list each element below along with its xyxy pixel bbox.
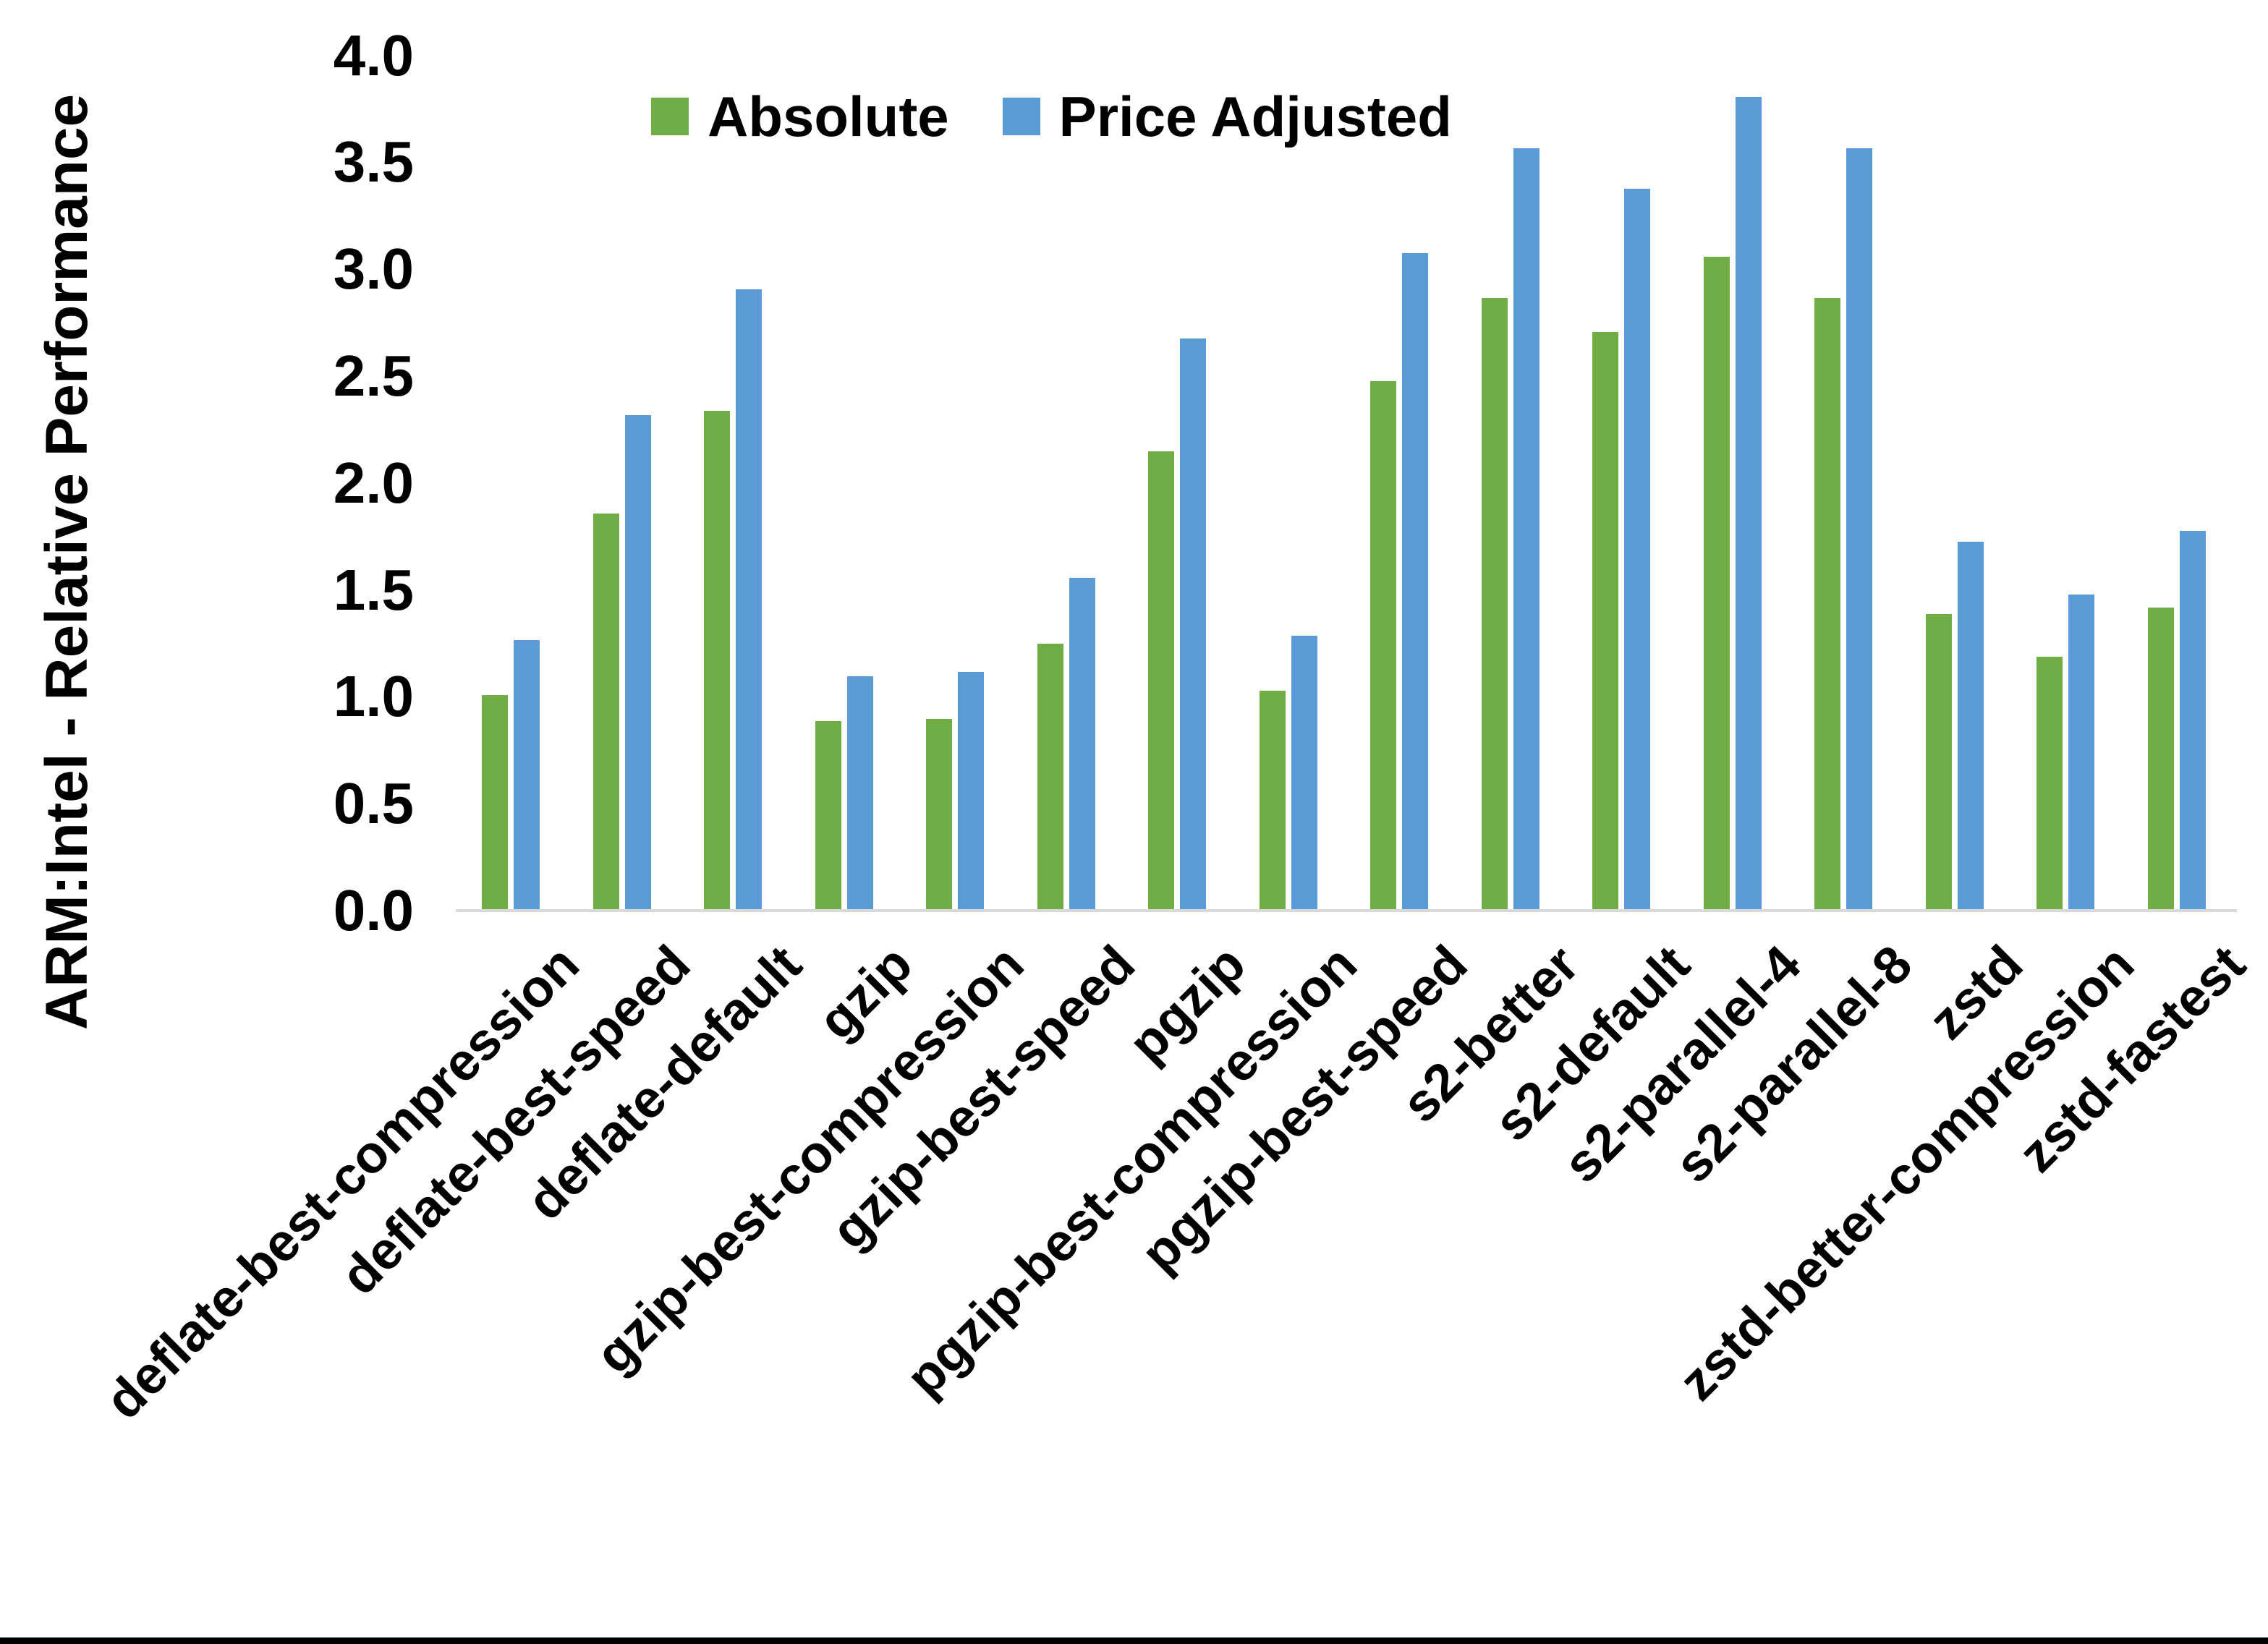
bar-absolute-zstd-fastest — [2148, 608, 2174, 909]
y-tick-label: 1.0 — [333, 664, 414, 729]
bar-price-adjusted-zstd — [1958, 542, 1984, 909]
bar-absolute-gzip-best-speed — [1037, 644, 1063, 909]
bar-price-adjusted-s2-parallel-8 — [1846, 148, 1872, 909]
bar-absolute-s2-better — [1482, 298, 1508, 909]
y-tick-label: 0.0 — [333, 878, 414, 942]
bar-price-adjusted-s2-parallel-4 — [1736, 97, 1762, 909]
bar-absolute-pgzip-best-compression — [1260, 691, 1286, 909]
bar-absolute-pgzip — [1148, 451, 1174, 909]
bar-absolute-s2-parallel-4 — [1704, 257, 1730, 909]
bar-absolute-zstd-better-compression — [2036, 657, 2063, 909]
y-tick-label: 1.5 — [333, 557, 414, 622]
bar-price-adjusted-gzip — [847, 676, 873, 909]
bar-price-adjusted-pgzip-best-compression — [1291, 636, 1317, 909]
legend-swatch-icon — [1002, 98, 1040, 135]
bar-absolute-gzip — [815, 721, 841, 909]
bar-absolute-s2-parallel-8 — [1814, 298, 1840, 909]
bar-price-adjusted-s2-better — [1513, 148, 1539, 909]
bar-absolute-pgzip-best-speed — [1370, 381, 1396, 909]
y-tick-label: 3.5 — [333, 129, 414, 195]
legend: Absolute Price Adjusted — [651, 88, 1505, 145]
bar-price-adjusted-zstd-fastest — [2180, 531, 2206, 909]
y-tick-label: 2.0 — [333, 450, 414, 515]
legend-label: Price Adjusted — [1058, 85, 1452, 148]
window-bottom-border — [0, 1637, 2268, 1644]
bar-absolute-zstd — [1926, 614, 1952, 909]
legend-item-price-adjusted: Price Adjusted — [1002, 85, 1452, 148]
bar-price-adjusted-deflate-default — [736, 289, 762, 909]
bar-price-adjusted-s2-default — [1624, 189, 1650, 909]
bar-absolute-deflate-best-compression — [482, 695, 508, 909]
bar-price-adjusted-pgzip — [1180, 338, 1206, 909]
bar-absolute-deflate-best-speed — [593, 514, 619, 909]
bar-price-adjusted-gzip-best-compression — [958, 672, 984, 909]
y-axis-title: ARM:Intel - Relative Performance — [34, 93, 100, 1031]
y-tick-label: 0.5 — [333, 771, 414, 836]
y-tick-label: 2.5 — [333, 344, 414, 408]
bar-absolute-deflate-default — [704, 411, 730, 909]
x-category-label: deflate-best-compression — [94, 934, 591, 1431]
legend-label: Absolute — [708, 85, 949, 148]
y-tick-label: 4.0 — [333, 22, 414, 88]
bar-price-adjusted-pgzip-best-speed — [1402, 253, 1428, 909]
legend-swatch-icon — [651, 98, 689, 135]
x-axis-line — [456, 909, 2237, 912]
bar-absolute-gzip-best-compression — [926, 719, 952, 909]
bar-price-adjusted-deflate-best-compression — [514, 640, 540, 909]
bar-absolute-s2-default — [1592, 332, 1618, 909]
legend-item-absolute: Absolute — [651, 88, 949, 145]
bar-price-adjusted-deflate-best-speed — [625, 415, 651, 909]
bar-price-adjusted-zstd-better-compression — [2068, 595, 2094, 909]
y-tick-label: 3.0 — [333, 237, 414, 302]
bar-price-adjusted-gzip-best-speed — [1069, 578, 1095, 909]
